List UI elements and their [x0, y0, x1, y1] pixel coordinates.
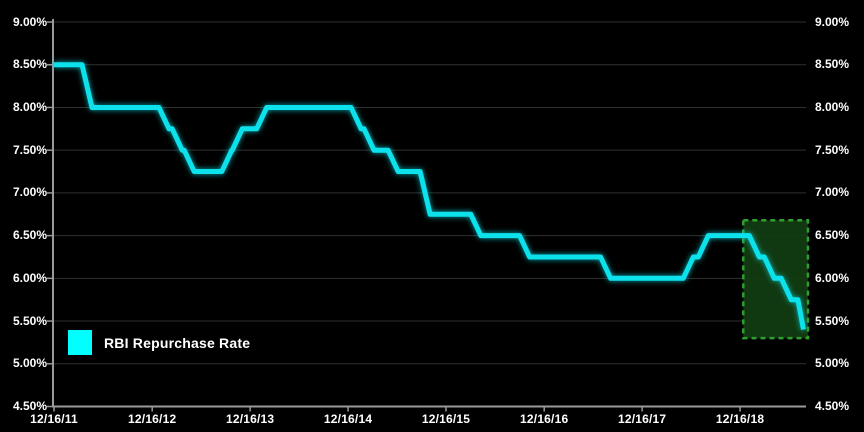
- highlight-region-border: [742, 218, 810, 340]
- legend-label: RBI Repurchase Rate: [104, 334, 251, 351]
- legend: RBI Repurchase Rate: [68, 330, 250, 355]
- rate-line: [54, 62, 806, 331]
- legend-swatch: [68, 330, 92, 355]
